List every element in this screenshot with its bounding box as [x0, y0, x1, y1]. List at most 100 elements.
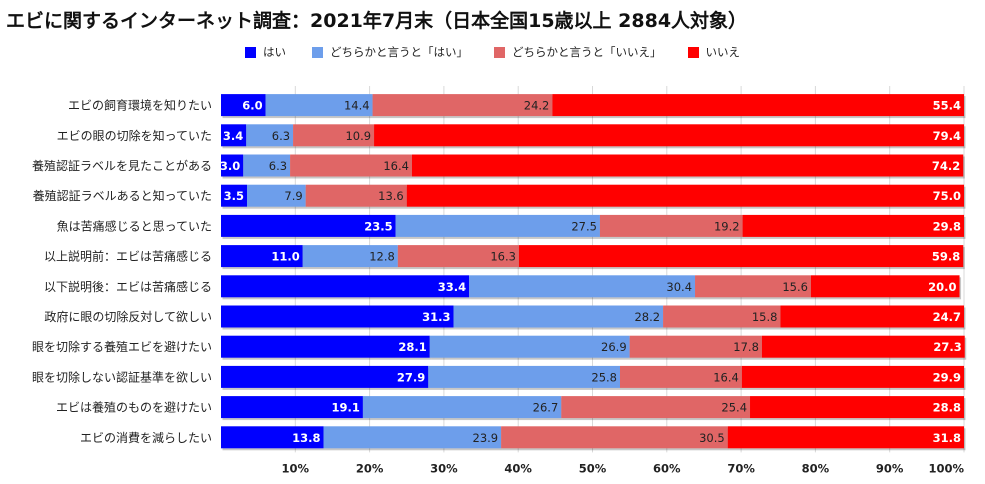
- data-label: 31.3: [422, 310, 450, 324]
- x-tick-label: 10%: [282, 461, 310, 475]
- legend-swatch: [687, 46, 699, 58]
- data-label: 13.6: [378, 189, 404, 203]
- bar-segment: [305, 184, 407, 207]
- data-label: 11.0: [271, 250, 299, 264]
- data-label: 27.3: [933, 340, 961, 354]
- data-label: 27.9: [397, 370, 425, 384]
- bar-segment: [221, 305, 454, 328]
- category-label: エビは養殖のものを避けたい: [56, 400, 212, 415]
- bar-segment: [221, 214, 396, 237]
- data-label: 28.2: [634, 310, 660, 324]
- data-label: 24.2: [524, 99, 550, 113]
- bar-segment: [397, 245, 519, 268]
- data-label: 7.9: [284, 189, 302, 203]
- gridlines: [294, 86, 965, 453]
- bar-segment: [293, 124, 375, 147]
- bar-segment: [727, 426, 964, 449]
- category-label: 以上説明前：エビは苦痛感じる: [44, 249, 212, 264]
- data-label: 6.0: [242, 99, 262, 113]
- category-label: エビの消費を減らしたい: [80, 430, 212, 445]
- data-label: 29.8: [933, 219, 961, 233]
- data-label: 30.5: [699, 431, 725, 445]
- bar-segment: [395, 214, 600, 237]
- bar-segment: [501, 426, 728, 449]
- bar-row: 養殖認証ラベルを見たことがある 3.0 6.3 16.4 74.2: [32, 154, 965, 179]
- category-label: 以下説明後：エビは苦痛感じる: [44, 279, 212, 294]
- data-label: 55.4: [933, 99, 961, 113]
- data-label: 3.5: [224, 189, 244, 203]
- bar-segment: [221, 245, 303, 268]
- bar-row: エビの消費を減らしたい 13.8 23.9 30.5 31.8: [80, 426, 966, 451]
- x-tick-label: 70%: [727, 461, 755, 475]
- data-label: 24.7: [933, 310, 961, 324]
- data-label: 12.8: [369, 250, 395, 264]
- bar-segment: [780, 305, 964, 328]
- data-label: 10.9: [345, 129, 371, 143]
- bar-row: 魚は苦痛感じると思っていた 23.5 27.5 19.2 29.8: [57, 214, 966, 239]
- bar-segment: [750, 396, 964, 419]
- data-label: 75.0: [933, 189, 961, 203]
- bar-segment: [761, 335, 965, 358]
- bar-segment: [741, 365, 964, 388]
- data-label: 6.3: [272, 129, 290, 143]
- category-label: 養殖認証ラベルを見たことがある: [32, 158, 212, 173]
- data-label: 19.2: [714, 219, 740, 233]
- x-tick-label: 50%: [579, 461, 607, 475]
- category-label: 魚は苦痛感じると思っていた: [57, 218, 212, 233]
- bar-segment: [302, 245, 398, 268]
- bar-row: 養殖認証ラベルあると知っていた 3.5 7.9 13.6 75.0: [33, 184, 966, 209]
- data-label: 16.4: [713, 370, 739, 384]
- bar-segment: [561, 396, 751, 419]
- legend-label: どちらかと言うと「はい」: [330, 45, 468, 59]
- data-label: 13.8: [292, 431, 320, 445]
- data-label: 19.1: [332, 401, 360, 415]
- legend-item: どちらかと言うと「はい」: [312, 44, 468, 60]
- bar-segment: [246, 124, 294, 147]
- bar-row: 以下説明後：エビは苦痛感じる 33.4 30.4 15.6 20.0: [44, 275, 962, 300]
- bar-segment: [221, 184, 248, 207]
- bar-row: 眼を切除する養殖エビを避けたい 28.1 26.9 17.8 27.3: [32, 335, 967, 360]
- data-label: 28.8: [933, 401, 961, 415]
- data-label: 3.4: [223, 129, 243, 143]
- data-label: 25.8: [591, 370, 617, 384]
- bar-segment: [221, 365, 429, 388]
- bar-segment: [453, 305, 664, 328]
- data-label: 16.4: [383, 159, 409, 173]
- legend-item: はい: [245, 44, 286, 60]
- data-label: 79.4: [933, 129, 961, 143]
- category-label: 眼を切除する養殖エビを避けたい: [32, 339, 212, 354]
- bar-segment: [247, 184, 306, 207]
- bar-segment: [372, 94, 553, 117]
- bar-segment: [429, 335, 630, 358]
- legend-swatch: [494, 46, 505, 58]
- bar-row: 政府に眼の切除反対して欲しい 31.3 28.2 15.8 24.7: [44, 305, 966, 330]
- bar-segment: [221, 124, 247, 147]
- bar-segment: [221, 275, 470, 298]
- legend-swatch: [312, 46, 323, 58]
- data-label: 16.3: [490, 250, 516, 264]
- data-label: 31.8: [933, 431, 961, 445]
- bar-segment: [469, 275, 696, 298]
- bar-segment: [518, 245, 964, 268]
- legend-label: いいえ: [705, 45, 741, 59]
- x-tick-label: 90%: [876, 461, 904, 475]
- bar-segment: [221, 335, 430, 358]
- bar-segment: [243, 154, 291, 177]
- category-label: 眼を切除しない認証基準を欲しい: [32, 369, 212, 384]
- data-label: 26.7: [533, 401, 559, 415]
- data-label: 29.9: [933, 370, 961, 384]
- data-label: 30.4: [666, 280, 692, 294]
- data-label: 15.8: [752, 310, 778, 324]
- data-label: 25.4: [721, 401, 747, 415]
- x-tick-label: 40%: [504, 461, 532, 475]
- data-label: 14.4: [344, 99, 370, 113]
- bar-row: エビの眼の切除を知っていた 3.4 6.3 10.9 79.4: [57, 124, 966, 149]
- legend: はい どちらかと言うと「はい」 どちらかと言うと「いいえ」 いいえ: [0, 44, 985, 60]
- data-label: 15.6: [782, 280, 808, 294]
- data-label: 28.1: [398, 340, 426, 354]
- bar-segment: [265, 94, 373, 117]
- bar-segment: [290, 154, 412, 177]
- data-label: 23.5: [364, 219, 392, 233]
- bar-row: エビの飼育環境を知りたい 6.0 14.4 24.2 55.4: [68, 94, 966, 119]
